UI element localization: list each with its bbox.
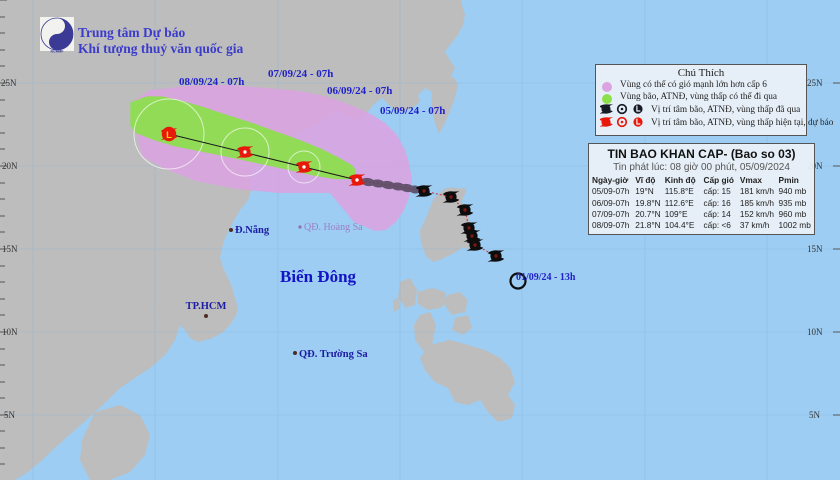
svg-text:25N: 25N [807, 78, 823, 88]
svg-text:QĐ. Hoàng Sa: QĐ. Hoàng Sa [304, 222, 363, 233]
svg-text:15N: 15N [2, 244, 18, 254]
svg-text:10N: 10N [807, 327, 823, 337]
svg-text:20N: 20N [2, 161, 18, 171]
svg-text:08/09/24 - 07h: 08/09/24 - 07h [179, 76, 244, 88]
svg-text:Đ.Nẵng: Đ.Nẵng [235, 225, 270, 236]
svg-text:15N: 15N [807, 244, 823, 254]
svg-text:05/09/24 - 07h: 05/09/24 - 07h [380, 105, 445, 117]
svg-text:TP.HCM: TP.HCM [186, 301, 227, 312]
svg-text:Trung tâm Dự báo: Trung tâm Dự báo [78, 25, 185, 40]
svg-text:01/09/24 - 13h: 01/09/24 - 13h [516, 272, 576, 283]
svg-text:NCHMF: NCHMF [51, 50, 65, 54]
svg-text:L: L [166, 130, 172, 141]
svg-text:Biển Đông: Biển Đông [280, 267, 357, 286]
svg-text:25N: 25N [1, 78, 17, 88]
svg-text:QĐ. Trường Sa: QĐ. Trường Sa [299, 349, 368, 360]
svg-text:Khí tượng thuỷ văn quốc gia: Khí tượng thuỷ văn quốc gia [78, 41, 243, 56]
svg-text:07/09/24 - 07h: 07/09/24 - 07h [268, 68, 333, 80]
svg-text:10N: 10N [2, 327, 18, 337]
svg-text:5N: 5N [4, 410, 16, 420]
svg-text:5N: 5N [809, 410, 821, 420]
svg-text:06/09/24 - 07h: 06/09/24 - 07h [327, 85, 392, 97]
